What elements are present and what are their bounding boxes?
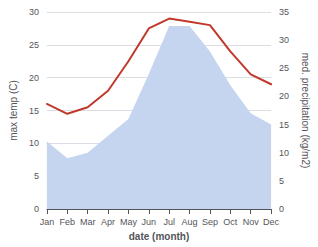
svg-text:Nov: Nov: [243, 217, 260, 227]
svg-text:10: 10: [29, 138, 39, 148]
svg-text:Mar: Mar: [80, 217, 96, 227]
svg-text:15: 15: [279, 120, 289, 130]
svg-text:25: 25: [29, 40, 39, 50]
svg-text:10: 10: [279, 148, 289, 158]
svg-text:Sep: Sep: [202, 217, 218, 227]
svg-text:Feb: Feb: [60, 217, 76, 227]
svg-text:Jan: Jan: [40, 217, 55, 227]
svg-text:0: 0: [279, 204, 284, 214]
svg-text:Apr: Apr: [101, 217, 115, 227]
svg-text:date (month): date (month): [129, 231, 190, 242]
svg-text:0: 0: [34, 204, 39, 214]
svg-text:May: May: [120, 217, 138, 227]
svg-text:Jul: Jul: [163, 217, 175, 227]
svg-text:Aug: Aug: [182, 217, 198, 227]
svg-text:25: 25: [279, 63, 289, 73]
svg-text:20: 20: [279, 91, 289, 101]
svg-text:Dec: Dec: [263, 217, 280, 227]
svg-text:20: 20: [29, 73, 39, 83]
svg-text:5: 5: [34, 171, 39, 181]
svg-text:5: 5: [279, 176, 284, 186]
svg-text:Oct: Oct: [223, 217, 238, 227]
svg-text:Jun: Jun: [142, 217, 157, 227]
svg-text:30: 30: [279, 35, 289, 45]
svg-text:max temp (C): max temp (C): [8, 80, 19, 141]
svg-text:30: 30: [29, 7, 39, 17]
svg-text:35: 35: [279, 7, 289, 17]
svg-text:15: 15: [29, 106, 39, 116]
svg-text:med. precipitation (kg/m2): med. precipitation (kg/m2): [300, 53, 311, 169]
